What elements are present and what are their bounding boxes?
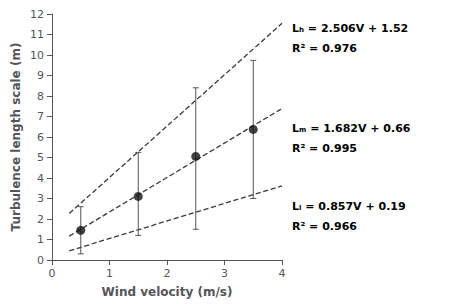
svg-text:R² = 0.976: R² = 0.976	[292, 42, 357, 55]
svg-text:4: 4	[279, 267, 286, 280]
svg-text:Lₗ = 0.857V + 0.19: Lₗ = 0.857V + 0.19	[292, 200, 406, 213]
svg-text:1: 1	[37, 233, 44, 246]
svg-text:0: 0	[49, 267, 56, 280]
svg-text:10: 10	[30, 49, 44, 62]
svg-text:Lₘ = 1.682V + 0.66: Lₘ = 1.682V + 0.66	[292, 122, 411, 135]
svg-text:4: 4	[37, 172, 44, 185]
svg-text:9: 9	[37, 69, 44, 82]
svg-text:12: 12	[30, 8, 44, 21]
svg-text:3: 3	[221, 267, 228, 280]
svg-text:Turbulence length scale (m): Turbulence length scale (m)	[9, 43, 23, 232]
svg-text:Wind velocity (m/s): Wind velocity (m/s)	[102, 285, 233, 299]
svg-text:7: 7	[37, 110, 44, 123]
svg-text:3: 3	[37, 192, 44, 205]
svg-text:R² = 0.966: R² = 0.966	[292, 220, 357, 233]
svg-text:0: 0	[37, 254, 44, 267]
svg-text:Lₕ = 2.506V + 1.52: Lₕ = 2.506V + 1.52	[292, 22, 408, 35]
svg-text:1: 1	[106, 267, 113, 280]
svg-text:2: 2	[37, 213, 44, 226]
svg-text:R² = 0.995: R² = 0.995	[292, 142, 357, 155]
svg-text:2: 2	[164, 267, 171, 280]
svg-text:11: 11	[30, 28, 44, 41]
svg-text:6: 6	[37, 131, 44, 144]
svg-text:8: 8	[37, 90, 44, 103]
svg-text:5: 5	[37, 151, 44, 164]
